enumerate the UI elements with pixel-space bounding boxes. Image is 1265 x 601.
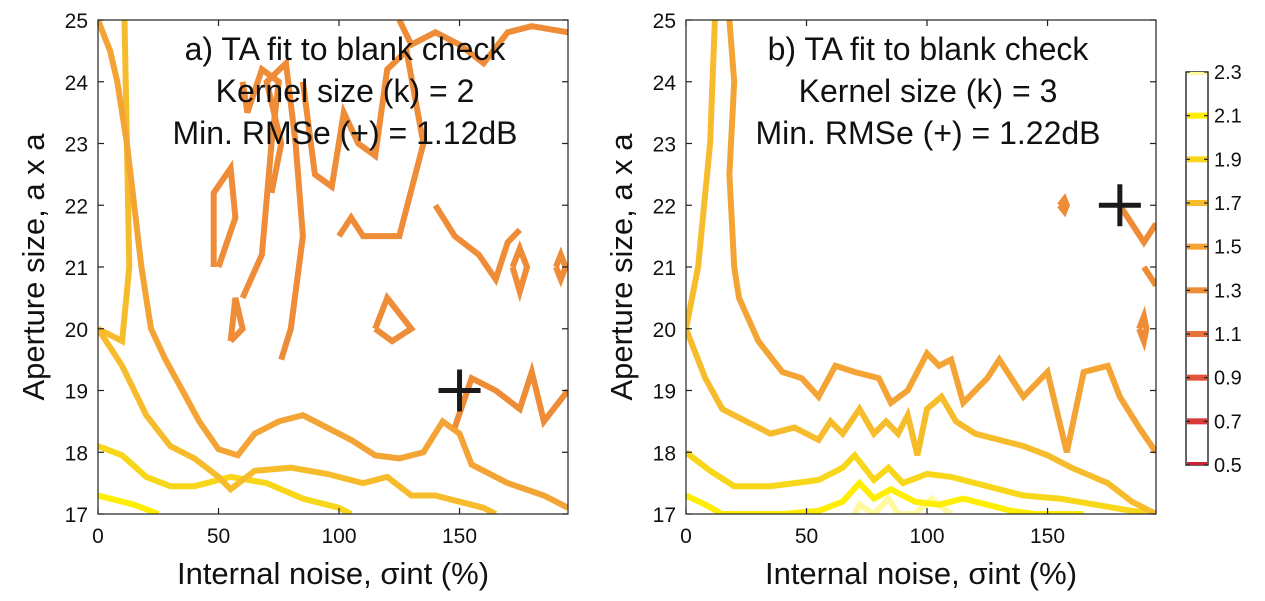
contour-line-1.5 <box>98 20 568 511</box>
contour-line-2.1 <box>98 492 160 514</box>
contour-line-1.3 <box>1057 193 1071 218</box>
contour-line-1.3 <box>1136 305 1150 352</box>
y-tick-label: 21 <box>65 257 88 280</box>
colorbar-swatch <box>1187 156 1207 163</box>
y-tick-label: 20 <box>653 319 676 342</box>
contour-line-1.3 <box>299 44 427 240</box>
contour-line-2.1 <box>686 478 1084 514</box>
colorbar-swatch <box>1187 287 1207 294</box>
colorbar-swatch <box>1187 418 1207 425</box>
minimum-marker <box>438 369 481 412</box>
contour-line-1.5 <box>726 20 1156 454</box>
contour-line-1.3 <box>1141 265 1156 288</box>
panel-title-line-2: Kernel size (k) = 2 <box>216 73 475 109</box>
colorbar-tick-label: 2.3 <box>1214 62 1242 84</box>
colorbar-tick-label: 2.1 <box>1214 106 1242 128</box>
y-tick-label: 23 <box>653 134 676 157</box>
contour-line-1.7 <box>98 327 498 514</box>
contour-line-1.3 <box>1117 203 1156 248</box>
y-tick-label: 19 <box>65 381 88 404</box>
colorbar-swatch <box>1187 243 1207 250</box>
x-axis-label: Internal noise, σint (%) <box>177 556 489 591</box>
minimum-marker <box>1098 184 1141 227</box>
colorbar-swatch <box>1187 72 1207 75</box>
contour-line-1.7 <box>98 20 133 346</box>
y-tick-label: 23 <box>65 134 88 157</box>
contour-lines <box>98 20 568 514</box>
colorbar-tick-label: 1.9 <box>1214 149 1242 171</box>
x-tick-label: 0 <box>680 525 692 548</box>
contour-lines <box>686 20 1156 514</box>
colorbar-swatch <box>1187 200 1207 206</box>
x-axis-label: Internal noise, σint (%) <box>765 556 1077 591</box>
x-tick-label: 0 <box>92 525 104 548</box>
x-tick-label: 50 <box>207 525 230 548</box>
y-axis-label: Aperture size, a x a <box>604 133 639 401</box>
colorbar-swatch <box>1187 462 1207 465</box>
y-tick-label: 24 <box>653 72 677 95</box>
contour-line-1.3 <box>263 56 306 361</box>
y-tick-label: 19 <box>653 381 676 404</box>
panel-title-line-1: a) TA fit to blank check <box>185 31 507 67</box>
colorbar-swatch <box>1187 331 1207 337</box>
y-tick-label: 20 <box>65 319 88 342</box>
contour-line-1.3 <box>396 20 568 68</box>
panel-b: 0 50 100 150 17 18 19 20 21 22 23 24 25 b) TA fit to … <box>604 10 1157 591</box>
panel-title-line-2: Kernel size (k) = 3 <box>799 73 1058 109</box>
panel-title-line-1: b) TA fit to blank check <box>768 31 1090 67</box>
y-tick-label: 22 <box>653 195 676 218</box>
y-axis-label: Aperture size, a x a <box>16 133 51 401</box>
y-tick-label: 17 <box>653 504 676 527</box>
x-tick-label: 100 <box>322 525 357 548</box>
contour-line-1.9 <box>98 443 353 514</box>
colorbar: 2.3 2.1 1.9 1.7 1.5 1.3 1.1 0.9 0.7 0.5 <box>1185 62 1242 477</box>
contour-line-1.3 <box>227 297 246 344</box>
x-tick-label: 50 <box>795 525 818 548</box>
panel-title-line-3: Min. RMSe (+) = 1.22dB <box>755 115 1100 151</box>
colorbar-tick-label: 0.9 <box>1214 368 1242 390</box>
contour-line-1.9 <box>686 449 1156 514</box>
x-tick-label: 150 <box>442 525 477 548</box>
y-tick-label: 18 <box>65 442 88 465</box>
contour-line-1.7 <box>686 327 1156 514</box>
colorbar-tick-label: 1.5 <box>1214 237 1242 259</box>
y-tick-label: 25 <box>65 10 88 33</box>
panel-title-line-3: Min. RMSe (+) = 1.12dB <box>172 115 517 151</box>
contour-line-1.3 <box>509 240 531 303</box>
y-tick-label: 21 <box>653 257 676 280</box>
y-tick-label: 18 <box>653 442 676 465</box>
x-tick-label: 100 <box>910 525 945 548</box>
colorbar-tick-label: 1.1 <box>1214 324 1242 346</box>
colorbar-swatch <box>1187 112 1207 119</box>
contour-line-1.3 <box>451 361 568 429</box>
contour-line-1.3 <box>210 159 239 268</box>
contour-line-1.3 <box>239 64 282 300</box>
y-tick-label: 24 <box>65 72 89 95</box>
x-tick-label: 150 <box>1030 525 1065 548</box>
colorbar-frame <box>1185 71 1209 466</box>
y-tick-label: 17 <box>65 504 88 527</box>
contour-line-1.3 <box>372 291 416 345</box>
colorbar-tick-label: 0.5 <box>1214 455 1242 477</box>
colorbar-tick-label: 1.3 <box>1214 280 1242 302</box>
colorbar-tick-label: 1.7 <box>1214 193 1242 215</box>
panel-a: 0 50 100 150 17 18 19 20 21 22 23 24 25 a) TA fit to … <box>16 10 569 591</box>
colorbar-tick-label: 0.7 <box>1214 411 1242 433</box>
contour-line-1.3 <box>432 203 522 287</box>
contour-line-1.7 <box>686 20 718 330</box>
colorbar-swatch <box>1187 374 1207 381</box>
y-tick-label: 25 <box>653 10 676 33</box>
y-tick-label: 22 <box>65 195 88 218</box>
